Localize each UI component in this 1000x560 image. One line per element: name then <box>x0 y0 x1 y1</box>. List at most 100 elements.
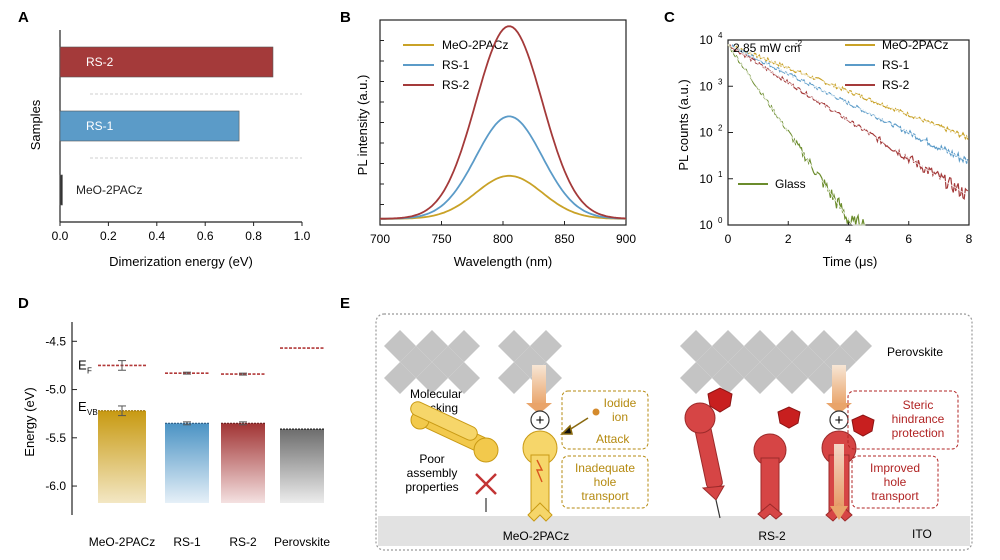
c-x-tick-label: 8 <box>966 232 973 246</box>
c-y-tick-exp: 2 <box>718 124 723 133</box>
panel-b: B PL intensity (a.u.) 700 750 800 850 900 MeO… <box>340 9 636 269</box>
b-legend-label: MeO-2PACz <box>442 38 508 52</box>
improved-label-3: transport <box>871 489 919 503</box>
meo-label: MeO-2PACz <box>503 529 569 543</box>
ito-layer <box>378 516 970 546</box>
b-legend-label: RS-2 <box>442 78 470 92</box>
d-category-label: MeO-2PACz <box>89 535 155 549</box>
panel-c-ylabel: PL counts (a.u.) <box>676 79 691 170</box>
rs2-transport-molecule-icon <box>821 430 857 522</box>
improved-box <box>851 455 939 509</box>
a-x-tick-label: 0.4 <box>148 229 165 243</box>
c-y-tick-exp: 4 <box>718 31 723 40</box>
panel-c-xlabel: Time (μs) <box>823 254 878 269</box>
b-series-line <box>380 25 627 220</box>
improved-label-1: Improved <box>870 461 920 475</box>
panel-c: C PL counts (a.u.) 0 2 4 6 8 10 0 10 1 10 2 10 3 10 4 2… <box>664 9 973 269</box>
c-series-line <box>727 43 969 164</box>
d-y-tick-label: -4.5 <box>45 334 66 348</box>
a-bar-label: MeO-2PACz <box>76 183 142 197</box>
d-y-tick-label: -5.5 <box>45 431 66 445</box>
d-category-label: RS-1 <box>173 535 201 549</box>
shield-icons <box>707 387 875 437</box>
c-y-tick-label: 10 <box>699 79 713 93</box>
panel-d: D Energy (eV) -4.5 -5.0 -5.5 -6.0 MeO-2PACz R… <box>18 295 330 549</box>
inadequate-label-1: Inadequate <box>575 461 635 475</box>
steric-box <box>847 390 959 450</box>
b-x-tick-label: 700 <box>370 232 390 246</box>
c-legend-label: RS-1 <box>882 58 910 72</box>
steric-label-3: protection <box>892 426 945 440</box>
panel-a: A Samples 0.0 0.2 0.4 0.6 0.8 1.0 RS-2 RS-1 MeO-… <box>18 9 311 269</box>
b-series-line <box>380 174 627 220</box>
d-y-tick-label: -6.0 <box>45 479 66 493</box>
a-x-tick-label: 0.6 <box>197 229 214 243</box>
c-annotation: 2.85 mW cm <box>733 41 800 55</box>
improved-label-2: hole <box>884 475 907 489</box>
meo-molecule-icon <box>522 430 558 522</box>
steric-label-2: hindrance <box>892 412 945 426</box>
d-evb-sub: VB <box>87 408 98 417</box>
panel-d-plot: -4.5 -5.0 -5.5 -6.0 MeO-2PACz RS-1 RS-2 Perovsk… <box>45 322 330 549</box>
poor-assembly-label-1: Poor <box>419 452 444 466</box>
c-y-tick-label: 10 <box>699 172 713 186</box>
iodide-label-2: ion <box>612 410 628 424</box>
panel-b-plot: 700 750 800 850 900 MeO-2PACz RS-1 RS-2 <box>370 19 636 246</box>
ito-label: ITO <box>912 527 932 541</box>
panel-b-letter: B <box>340 9 351 26</box>
panel-d-ylabel: Energy (eV) <box>22 387 37 456</box>
rs2-label: RS-2 <box>758 529 786 543</box>
d-category-label: RS-2 <box>229 535 257 549</box>
attack-arrow-icon <box>560 417 589 435</box>
b-x-tick-label: 800 <box>493 232 513 246</box>
cross-mark-icon <box>475 473 497 495</box>
c-y-tick-exp: 0 <box>718 216 723 225</box>
inadequate-box <box>561 455 649 509</box>
c-x-tick-label: 2 <box>785 232 792 246</box>
b-x-tick-label: 750 <box>431 232 451 246</box>
a-x-tick-label: 0.0 <box>52 229 69 243</box>
rs2-down-arrow-icon <box>715 499 721 519</box>
inadequate-label-2: hole <box>594 475 617 489</box>
incoming-arrow-rs2-head <box>826 403 852 414</box>
inadequate-label-3: transport <box>581 489 629 503</box>
incoming-arrow-head <box>526 403 552 414</box>
b-series-line <box>380 115 626 220</box>
hole-plus-rs2: + <box>835 412 844 429</box>
stacked-molecules-icon <box>410 401 499 463</box>
panel-b-ylabel: PL intensity (a.u.) <box>355 75 370 176</box>
d-evb-bar <box>165 423 209 503</box>
d-evb-label: E <box>78 399 87 414</box>
iodide-ion-icon <box>592 408 600 416</box>
c-annotation-sup: -2 <box>795 39 803 48</box>
c-y-tick-label: 10 <box>699 218 713 232</box>
panel-a-xlabel: Dimerization energy (eV) <box>109 254 253 269</box>
d-ef-label: E <box>78 357 87 372</box>
rs2-molecule-tilted-icon <box>684 402 725 501</box>
c-y-tick-label: 10 <box>699 33 713 47</box>
a-bar <box>59 110 240 142</box>
panel-c-letter: C <box>664 9 675 26</box>
panel-a-plot: 0.0 0.2 0.4 0.6 0.8 1.0 RS-2 RS-1 MeO-2PACz <box>52 30 311 243</box>
c-y-tick-exp: 3 <box>718 77 723 86</box>
poor-assembly-label-3: properties <box>405 480 458 494</box>
incoming-arrow-shaft <box>532 365 546 405</box>
c-x-tick-label: 6 <box>905 232 912 246</box>
c-x-tick-label: 0 <box>725 232 732 246</box>
perovskite-lattice-right <box>680 330 872 394</box>
a-x-tick-label: 0.2 <box>100 229 117 243</box>
panel-a-ylabel: Samples <box>28 99 43 150</box>
a-x-tick-label: 0.8 <box>245 229 262 243</box>
panel-b-xlabel: Wavelength (nm) <box>454 254 553 269</box>
c-series-line <box>727 44 969 141</box>
c-legend-label: Glass <box>775 177 806 191</box>
perovskite-label: Perovskite <box>887 345 943 359</box>
d-evb-bar <box>98 410 146 503</box>
b-x-tick-label: 900 <box>616 232 636 246</box>
b-legend-label: RS-1 <box>442 58 470 72</box>
a-x-tick-label: 1.0 <box>294 229 311 243</box>
c-x-tick-label: 4 <box>845 232 852 246</box>
d-y-tick-label: -5.0 <box>45 383 66 397</box>
c-legend-label: MeO-2PACz <box>882 38 948 52</box>
c-legend-label: RS-2 <box>882 78 910 92</box>
